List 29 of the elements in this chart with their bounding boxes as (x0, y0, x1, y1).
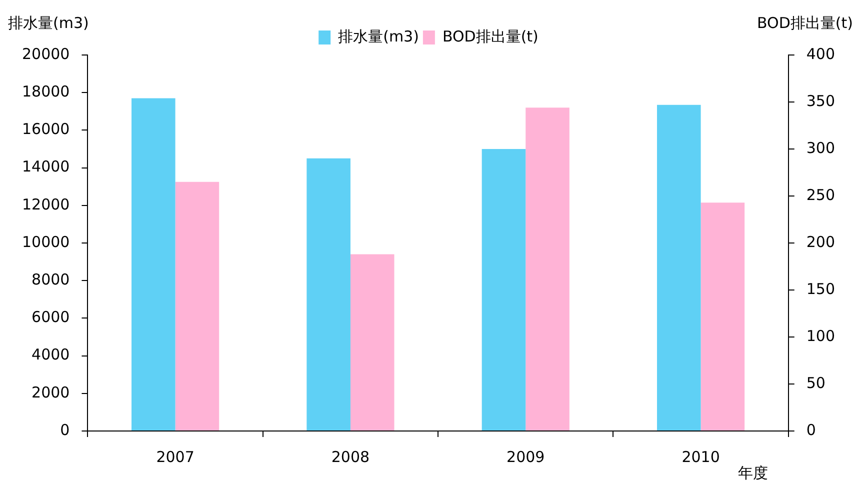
x-tick-label: 2010 (682, 448, 720, 466)
x-tick-label: 2007 (156, 448, 194, 466)
y2-tick-label: 50 (806, 374, 826, 392)
y2-tick-label: 300 (806, 138, 836, 157)
y2-tick-label: 0 (806, 420, 816, 439)
y-tick-label: 6000 (32, 308, 70, 326)
y2-tick-label: 100 (806, 326, 836, 345)
y-tick-label: 2000 (32, 383, 70, 402)
y-tick-label: 16000 (22, 120, 70, 138)
y2-tick-label: 200 (806, 232, 836, 251)
y-tick-label: 4000 (32, 346, 70, 364)
y2-tick-label: 150 (806, 280, 836, 298)
legend-label: 排水量(m3) (338, 27, 419, 46)
y-tick-label: 20000 (22, 44, 70, 63)
x-axis-title: 年度 (738, 464, 768, 483)
y-tick-label: 12000 (22, 195, 70, 214)
y-tick-label: 18000 (22, 82, 70, 100)
y-tick-label: 8000 (32, 270, 70, 288)
y-axis-title: 排水量(m3) (8, 14, 89, 33)
legend-label: BOD排出量(t) (442, 27, 538, 46)
y-tick-label: 0 (60, 420, 70, 439)
y-tick-label: 10000 (22, 232, 70, 251)
y2-axis-title: BOD排出量(t) (757, 14, 853, 33)
y2-tick-label: 350 (806, 92, 836, 110)
x-tick-label: 2009 (506, 448, 545, 466)
y2-tick-label: 400 (806, 44, 836, 63)
y-tick-label: 14000 (22, 158, 70, 176)
y2-tick-label: 250 (806, 186, 836, 204)
x-tick-label: 2008 (331, 448, 370, 466)
